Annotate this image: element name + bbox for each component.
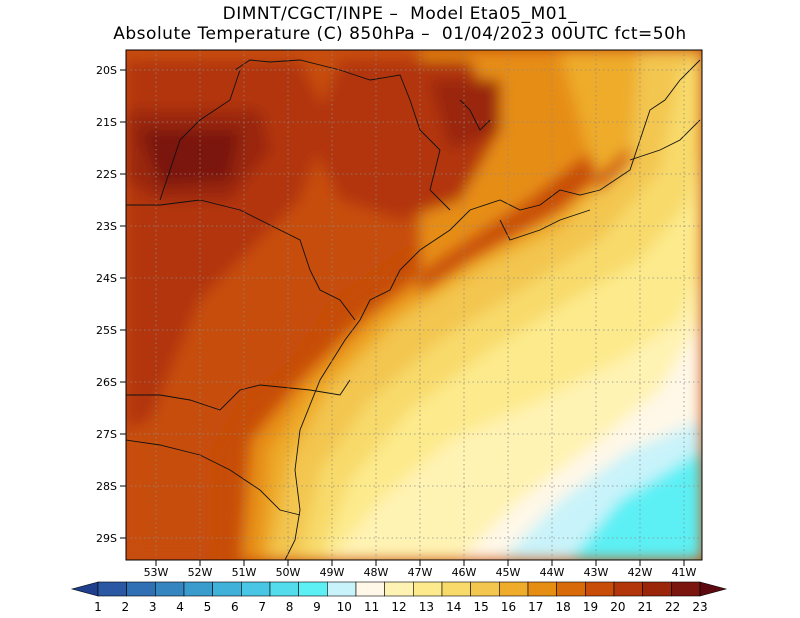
colorbar-label: 1 bbox=[94, 600, 102, 614]
colorbar-cell bbox=[97, 581, 127, 597]
graticule bbox=[126, 50, 702, 560]
lon-label: 50W bbox=[276, 566, 301, 579]
colorbar-label: 12 bbox=[391, 600, 406, 614]
lat-label: 22S bbox=[96, 168, 117, 181]
lon-label: 46W bbox=[452, 566, 477, 579]
colorbar-cell bbox=[327, 581, 357, 597]
colorbar-cell bbox=[613, 581, 643, 597]
lon-label: 47W bbox=[408, 566, 433, 579]
colorbar-cell bbox=[155, 581, 185, 597]
colorbar-label: 14 bbox=[446, 600, 461, 614]
map-frame bbox=[125, 49, 703, 561]
colorbar-arrow-high bbox=[699, 581, 728, 597]
colorbar-cell bbox=[671, 581, 701, 597]
colorbar-label: 16 bbox=[501, 600, 516, 614]
lat-label: 29S bbox=[96, 532, 117, 545]
colorbar-labels: 1 2 3 4 5 6 7 8 9 10 11 12 13 14 15 16 17 18 19 20 21 22 23 bbox=[94, 600, 707, 614]
lon-label: 52W bbox=[188, 566, 213, 579]
colorbar-label: 11 bbox=[364, 600, 379, 614]
colorbar-label: 4 bbox=[176, 600, 184, 614]
colorbar-cell bbox=[499, 581, 529, 597]
axis-ticks bbox=[120, 69, 685, 566]
lon-label: 48W bbox=[364, 566, 389, 579]
latitude-labels: 20S 21S 22S 23S 24S 25S 26S 27S 28S 29S bbox=[96, 64, 117, 545]
colorbar-label: 15 bbox=[473, 600, 488, 614]
lat-label: 23S bbox=[96, 220, 117, 233]
colorbar-cell bbox=[241, 581, 271, 597]
colorbar-cell bbox=[527, 581, 557, 597]
lon-label: 42W bbox=[628, 566, 653, 579]
colorbar-label: 19 bbox=[583, 600, 598, 614]
lat-label: 20S bbox=[96, 64, 117, 77]
lon-label: 43W bbox=[584, 566, 609, 579]
lat-label: 28S bbox=[96, 480, 117, 493]
colorbar-label: 5 bbox=[204, 600, 212, 614]
map-title-line-1: DIMNT/CGCT/INPE – Model Eta05_M01_ bbox=[222, 4, 578, 24]
lon-label: 44W bbox=[540, 566, 565, 579]
colorbar-label: 20 bbox=[610, 600, 625, 614]
colorbar-cell bbox=[355, 581, 385, 597]
colorbar-cell bbox=[183, 581, 213, 597]
colorbar-cell bbox=[126, 581, 156, 597]
colorbar-label: 21 bbox=[638, 600, 653, 614]
colorbar-label: 17 bbox=[528, 600, 543, 614]
colorbar-cell bbox=[269, 581, 299, 597]
colorbar-cell bbox=[470, 581, 500, 597]
colorbar-label: 9 bbox=[313, 600, 321, 614]
colorbar-cell bbox=[413, 581, 443, 597]
lat-label: 24S bbox=[96, 272, 117, 285]
colorbar-cell bbox=[556, 581, 586, 597]
colorbar-label: 2 bbox=[122, 600, 130, 614]
colorbar-label: 23 bbox=[692, 600, 707, 614]
colorbar-label: 8 bbox=[286, 600, 294, 614]
lon-label: 45W bbox=[496, 566, 521, 579]
lat-label: 27S bbox=[96, 428, 117, 441]
colorbar-arrow-low bbox=[70, 581, 99, 597]
colorbar-label: 3 bbox=[149, 600, 157, 614]
lon-label: 53W bbox=[144, 566, 169, 579]
lon-label: 49W bbox=[320, 566, 345, 579]
colorbar-label: 6 bbox=[231, 600, 239, 614]
colorbar-cell bbox=[585, 581, 615, 597]
colorbar-label: 13 bbox=[419, 600, 434, 614]
colorbar-label: 10 bbox=[337, 600, 352, 614]
temperature-field bbox=[126, 50, 702, 560]
lon-label: 41W bbox=[672, 566, 697, 579]
colorbar-cell bbox=[298, 581, 328, 597]
lat-label: 26S bbox=[96, 376, 117, 389]
colorbar-cell bbox=[441, 581, 471, 597]
colorbar-cell bbox=[642, 581, 672, 597]
colorbar-label: 22 bbox=[665, 600, 680, 614]
map-title-line-2: Absolute Temperature (C) 850hPa – 01/04/… bbox=[113, 24, 687, 44]
lat-label: 25S bbox=[96, 324, 117, 337]
colorbar bbox=[70, 581, 728, 597]
colorbar-cell bbox=[212, 581, 242, 597]
lat-label: 21S bbox=[96, 116, 117, 129]
colorbar-label: 7 bbox=[258, 600, 266, 614]
coastline-and-borders bbox=[126, 59, 701, 560]
colorbar-label: 18 bbox=[556, 600, 571, 614]
lon-label: 51W bbox=[232, 566, 257, 579]
longitude-labels: 53W 52W 51W 50W 49W 48W 47W 46W 45W 44W … bbox=[144, 566, 697, 579]
colorbar-cell bbox=[384, 581, 414, 597]
